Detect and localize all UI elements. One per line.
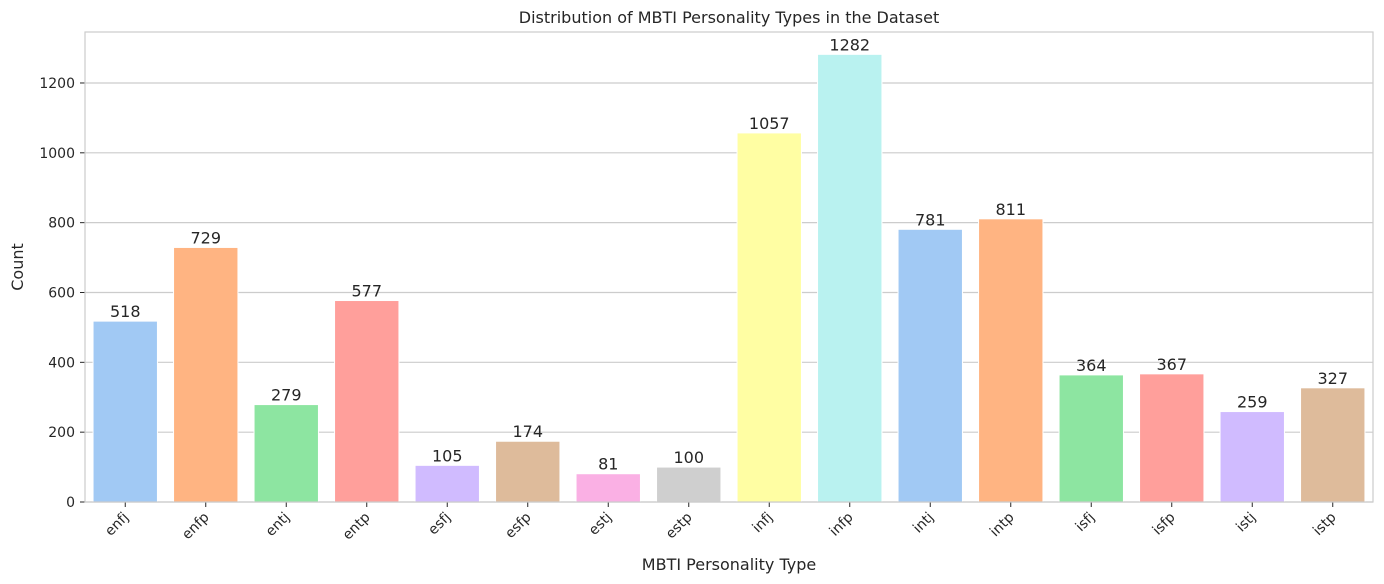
bar-istp: [1300, 387, 1366, 503]
bar-value-label: 367: [1156, 355, 1187, 374]
x-tick-label: esfp: [502, 509, 534, 541]
bar-intp: [978, 218, 1044, 503]
bar-value-label: 781: [915, 210, 946, 229]
bar-value-labels: 518 729 279 577 105 174 81 100 1057 1282 781 811 364…: [110, 35, 1348, 473]
bar-value-label: 518: [110, 302, 141, 321]
bar-infj: [736, 132, 802, 503]
x-axis-label: MBTI Personality Type: [642, 555, 816, 574]
bar-value-label: 327: [1317, 369, 1348, 388]
bar-value-label: 1057: [749, 114, 790, 133]
y-axis-ticks: 0 200 400 600 800 1000 1200: [39, 76, 85, 511]
y-tick-label: 200: [48, 425, 75, 441]
y-tick-label: 400: [48, 355, 75, 371]
bar-value-label: 105: [432, 446, 463, 465]
bar-esfp: [495, 440, 561, 503]
bar-value-label: 1282: [829, 35, 870, 54]
plot-frame: [84, 31, 1374, 503]
x-tick-label: isfp: [1150, 509, 1179, 538]
bar-isfj: [1058, 374, 1124, 503]
bar-estp: [656, 466, 722, 503]
x-tick-label: intp: [987, 509, 1018, 540]
x-tick-label: entj: [263, 510, 293, 540]
x-tick-label: entp: [340, 509, 374, 543]
x-axis-ticks: enfj enfp entj entp esfj esfp estj estp infj infp…: [102, 502, 1340, 543]
y-tick-label: 1000: [39, 146, 75, 162]
bar-value-label: 100: [673, 448, 704, 467]
bar-value-label: 811: [995, 200, 1026, 219]
y-axis-label: Count: [8, 243, 27, 291]
x-tick-label: estp: [663, 509, 696, 542]
y-tick-label: 0: [66, 495, 75, 511]
x-tick-label: estj: [586, 510, 615, 539]
bar-value-label: 259: [1237, 393, 1268, 412]
bar-esfj: [414, 464, 480, 503]
bar-istj: [1219, 411, 1285, 503]
bars: [92, 53, 1366, 503]
x-tick-label: esfj: [425, 510, 454, 539]
x-tick-label: enfj: [102, 510, 132, 540]
x-tick-label: istj: [1233, 510, 1259, 536]
x-tick-label: intj: [910, 510, 937, 537]
x-tick-label: infj: [749, 510, 776, 537]
y-tick-label: 800: [48, 216, 75, 232]
x-tick-label: enfp: [179, 509, 213, 543]
bar-value-label: 279: [271, 386, 302, 405]
bar-infp: [817, 53, 883, 503]
x-tick-label: isfj: [1073, 510, 1098, 535]
bar-estj: [575, 473, 641, 503]
bar-entj: [253, 404, 319, 503]
bar-value-label: 577: [351, 282, 382, 301]
y-tick-label: 600: [48, 285, 75, 301]
bar-value-label: 81: [598, 455, 618, 474]
bar-entp: [334, 300, 400, 503]
bar-enfp: [173, 246, 239, 503]
x-tick-label: infp: [826, 509, 856, 539]
bar-isfp: [1139, 373, 1205, 503]
bar-value-label: 174: [512, 422, 543, 441]
bar-intj: [897, 228, 963, 503]
bar-value-label: 364: [1076, 356, 1107, 375]
bar-value-label: 729: [190, 228, 221, 247]
chart-title: Distribution of MBTI Personality Types i…: [519, 8, 939, 27]
y-tick-label: 1200: [39, 76, 75, 92]
bar-enfj: [92, 320, 158, 503]
x-tick-label: istp: [1310, 509, 1339, 538]
